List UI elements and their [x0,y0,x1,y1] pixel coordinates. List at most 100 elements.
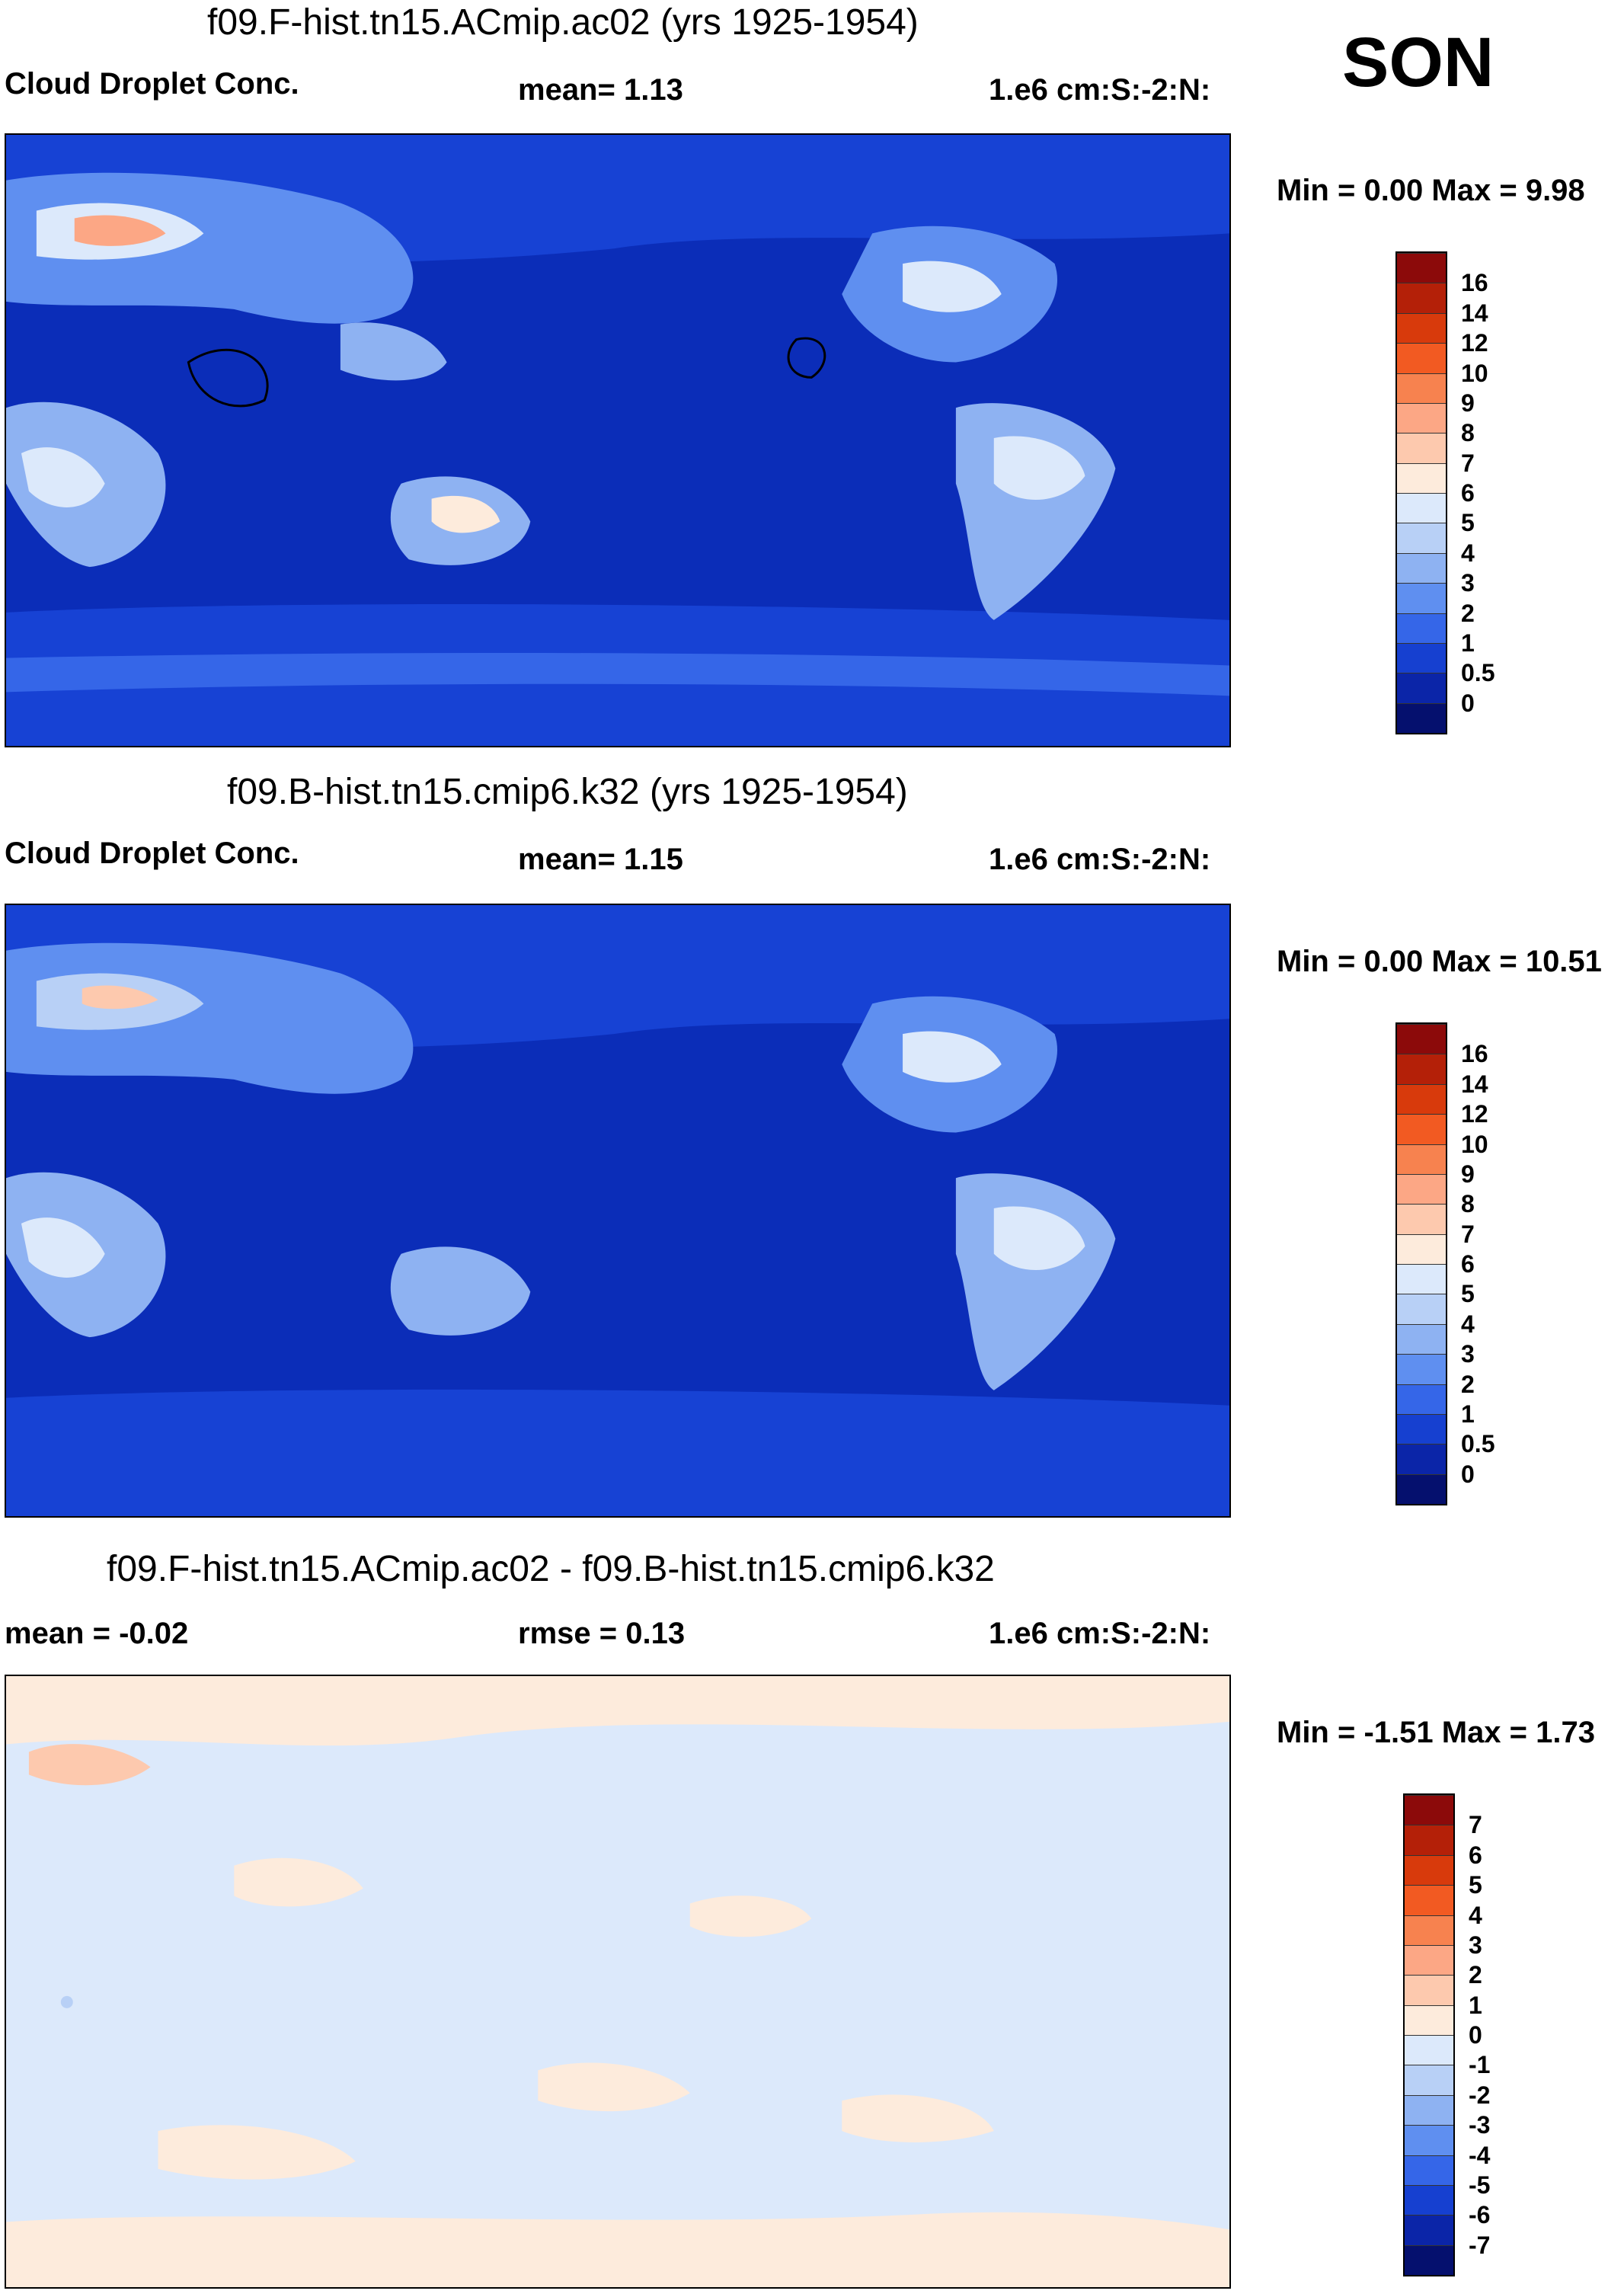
colorbar-tick-label: 4 [1469,1901,1482,1929]
colorbar-tick-label: 9 [1461,1160,1475,1188]
panel-3-positive-patches [158,2062,994,2180]
panel-3-minmax: Min = -1.51 Max = 1.73 [1277,1716,1595,1749]
colorbar-tick-label: 0 [1461,689,1475,717]
colorbar-tick-label: -1 [1469,2051,1491,2079]
colorbar-tick-label: -3 [1469,2111,1491,2139]
panel-2-map [5,904,1231,1518]
colorbar-segment [1397,1294,1446,1324]
colorbar-segment [1405,2155,1453,2185]
colorbar-segment [1405,1944,1453,1976]
panel-1-units-label: 1.e6 cm:S:-2:N: [989,73,1211,107]
panel-1-minmax: Min = 0.00 Max = 9.98 [1277,174,1585,207]
colorbar-segment [1397,1144,1446,1174]
colorbar-tick-label: 14 [1461,299,1488,327]
colorbar-tick-label: 5 [1461,1280,1475,1308]
colorbar-segment [1397,1323,1446,1355]
colorbar-tick-label: 12 [1461,1100,1488,1128]
colorbar-tick-label: 8 [1461,419,1475,447]
colorbar-segment [1397,1204,1446,1234]
colorbar-tick-label: -6 [1469,2201,1491,2229]
panel-3-negative-base [6,1676,1229,2287]
panel-1-australia-pale [431,495,500,533]
panel-1-sa-pale [993,436,1085,500]
panel-1-colorbar-fill [1397,253,1446,733]
colorbar-tick-label: 7 [1469,1811,1482,1839]
panel-3-map [5,1675,1231,2289]
panel-1-na-pale [903,261,1002,312]
colorbar-tick-label: 6 [1461,479,1475,507]
panel-1-map [5,133,1231,747]
colorbar-segment [1405,1825,1453,1855]
colorbar-segment [1397,583,1446,613]
colorbar-segment [1405,2004,1453,2035]
colorbar-segment [1397,673,1446,703]
colorbar-segment [1397,1054,1446,1084]
colorbar-tick-label: -7 [1469,2231,1491,2259]
colorbar-segment [1397,1024,1446,1054]
panel-3-mean-label: mean = -0.02 [5,1617,189,1650]
colorbar-tick-label: 3 [1461,569,1475,597]
colorbar-segment [1397,312,1446,344]
colorbar-segment [1397,1264,1446,1294]
colorbar-tick-label: -4 [1469,2141,1491,2169]
colorbar-tick-label: 0.5 [1461,659,1495,687]
colorbar-segment [1397,1413,1446,1445]
panel-3-positive-north [6,1676,1229,1746]
panel-3-rmse-label: rmse = 0.13 [518,1617,686,1650]
panel-2-title: f09.B-hist.tn15.cmip6.k32 (yrs 1925-1954… [227,772,908,812]
colorbar-tick-label: 7 [1461,449,1475,477]
panel-1-africa-pale [21,447,105,507]
panel-3-colorbar [1403,1793,1455,2276]
panel-3-europe-positive [28,1744,151,1786]
panel-2-minmax: Min = 0.00 Max = 10.51 [1277,945,1602,978]
panel-3-positive-south [6,2212,1229,2287]
panel-3-map-svg [6,1676,1229,2287]
panel-2-africa-pale [21,1217,105,1278]
colorbar-segment [1405,1975,1453,2005]
colorbar-tick-label: 0 [1461,1460,1475,1488]
colorbar-tick-label: 12 [1461,329,1488,357]
panel-2-australia [390,1246,531,1336]
colorbar-segment [1405,1885,1453,1915]
colorbar-segment [1397,373,1446,403]
colorbar-tick-label: 8 [1461,1190,1475,1218]
colorbar-tick-label: 9 [1461,389,1475,417]
colorbar-segment [1397,1083,1446,1115]
colorbar-segment [1397,1173,1446,1205]
colorbar-segment [1397,523,1446,553]
colorbar-tick-label: 14 [1461,1070,1488,1098]
colorbar-segment [1397,1354,1446,1384]
colorbar-tick-label: 10 [1461,359,1488,387]
panel-2-units-label: 1.e6 cm:S:-2:N: [989,843,1211,876]
panel-2-variable-label: Cloud Droplet Conc. [5,837,299,870]
colorbar-tick-label: 0 [1469,2021,1482,2049]
colorbar-segment [1397,613,1446,643]
panel-3-units-label: 1.e6 cm:S:-2:N: [989,1617,1211,1650]
panel-3-negative-spot [60,1995,73,2008]
colorbar-tick-label: 2 [1461,599,1475,627]
colorbar-tick-label: 1 [1461,629,1475,657]
colorbar-tick-label: 2 [1461,1370,1475,1398]
colorbar-segment [1397,1473,1446,1504]
colorbar-segment [1397,552,1446,584]
panel-2-na-pale [903,1031,1002,1083]
colorbar-segment [1405,2094,1453,2126]
panel-1-europe-hot [74,215,166,246]
colorbar-segment [1397,1233,1446,1264]
colorbar-segment [1405,1795,1453,1825]
colorbar-tick-label: 16 [1461,1040,1488,1068]
colorbar-tick-label: 4 [1461,1310,1475,1338]
panel-1-southern-band [6,653,1229,696]
colorbar-segment [1405,1854,1453,1886]
colorbar-segment [1397,253,1446,283]
colorbar-tick-label: 3 [1461,1340,1475,1368]
colorbar-segment [1397,433,1446,463]
season-label: SON [1342,24,1495,101]
colorbar-tick-label: 10 [1461,1130,1488,1158]
panel-1-colorbar [1395,251,1447,734]
panel-2-map-svg [6,905,1229,1516]
panel-2-mean-label: mean= 1.15 [518,843,683,876]
panel-1-variable-label: Cloud Droplet Conc. [5,67,299,101]
colorbar-segment [1405,2215,1453,2245]
colorbar-segment [1397,1384,1446,1414]
